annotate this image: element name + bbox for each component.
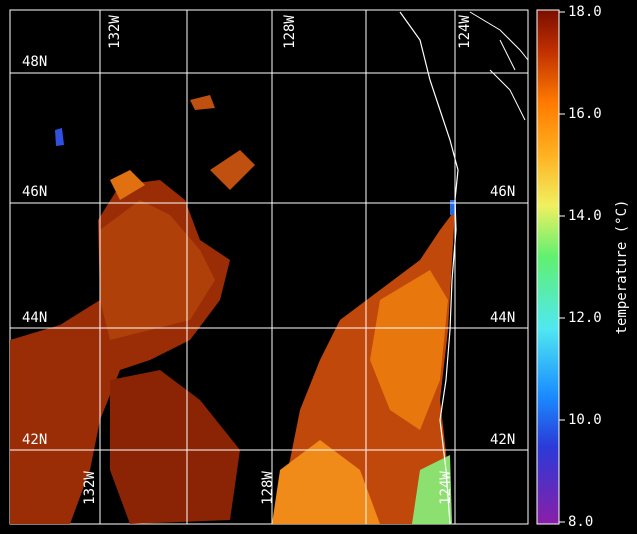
colorbar-tick-label: 18.0 [568, 4, 602, 20]
lat-label: 44N [22, 310, 47, 326]
graticule [10, 10, 528, 524]
map-frame [9, 9, 529, 525]
lon-label: 128W [282, 15, 298, 49]
sst-imagery [10, 95, 456, 524]
lon-label: 132W [82, 471, 98, 505]
coastline [469, 11, 529, 121]
colorbar-tick-label: 8.0 [568, 514, 593, 530]
colorbar-tick-label: 16.0 [568, 106, 602, 122]
colorbar-tick-label: 12.0 [568, 310, 602, 326]
lat-label: 42N [22, 432, 47, 448]
colorbar-label: temperature (°C) [614, 200, 630, 335]
lat-label: 46N [22, 184, 47, 200]
lon-label: 124W [457, 15, 473, 49]
graticule-labels: 132W 128W 124W 132W 128W 124W 48N 46N 44N 42N 46N 4… [22, 15, 515, 505]
colorbar-tick-label: 14.0 [568, 208, 602, 224]
lat-label: 44N [490, 310, 515, 326]
lat-label: 42N [490, 432, 515, 448]
lon-label: 128W [260, 471, 276, 505]
lat-label: 48N [22, 54, 47, 70]
lon-label: 132W [107, 15, 123, 49]
colorbar-tick-label: 10.0 [568, 412, 602, 428]
lon-label: 124W [438, 471, 454, 505]
lat-label: 46N [490, 184, 515, 200]
colorbar: temperature (°C) 8.0 10.0 12.0 14.0 16.0 18.0 [536, 4, 630, 530]
